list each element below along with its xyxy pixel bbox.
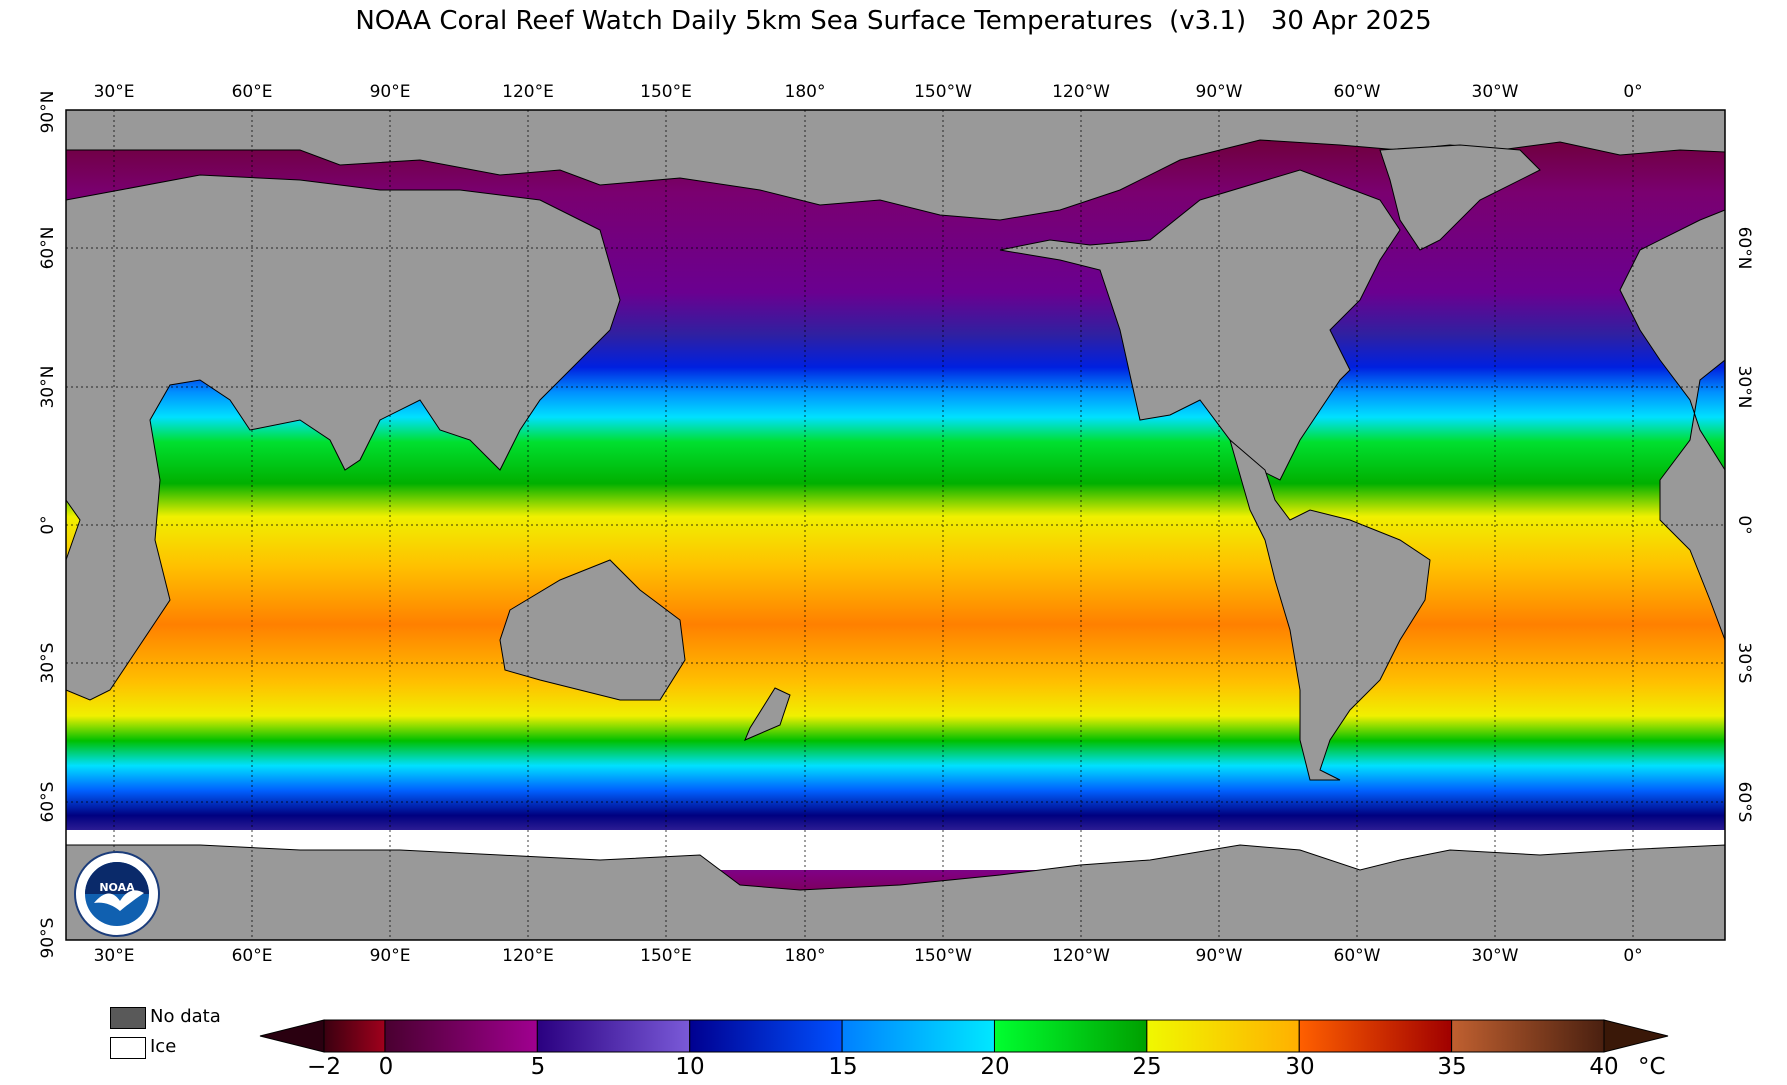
- colorbar-segment: [1146, 1019, 1300, 1053]
- lon-label-top: 150°E: [640, 82, 692, 102]
- greenland-land: [1379, 144, 1541, 251]
- lat-label-left: 60°S: [38, 781, 58, 823]
- north-america-land: [999, 169, 1401, 481]
- lat-label-right: 30°N: [1734, 365, 1754, 409]
- colorbar-segment: [993, 1019, 1148, 1053]
- noaa-logo-text: NOAA: [99, 881, 135, 894]
- lon-label-top: 180°: [784, 82, 826, 102]
- lon-label-bottom: 60°W: [1333, 946, 1381, 966]
- graticule: [66, 110, 1725, 940]
- nodata-swatch: [110, 1007, 146, 1029]
- colorbar-tick-label: 25: [1132, 1054, 1162, 1080]
- colorbar-segment: [689, 1019, 843, 1053]
- eurasia-africa-land: [65, 174, 621, 701]
- lon-label-top: 30°W: [1471, 82, 1519, 102]
- lat-label-right: 0°: [1734, 515, 1754, 535]
- lat-label-left: 90°N: [38, 90, 58, 134]
- map-title: NOAA Coral Reef Watch Daily 5km Sea Surf…: [355, 6, 1432, 36]
- lon-label-top: 120°E: [502, 82, 554, 102]
- lon-label-bottom: 90°E: [369, 946, 411, 966]
- lon-label-top: 150°W: [914, 82, 972, 102]
- lon-label-bottom: 0°: [1623, 946, 1643, 966]
- lon-label-bottom: 180°: [784, 946, 826, 966]
- colorbar-tick-label: 40: [1589, 1054, 1619, 1080]
- colorbar-tick-label: −2: [307, 1054, 341, 1080]
- colorbar-tick-label: 15: [828, 1054, 858, 1080]
- colorbar-segment: [841, 1019, 995, 1053]
- colorbar-tick-label: 0: [378, 1054, 394, 1080]
- lon-label-top: 60°E: [231, 82, 273, 102]
- colorbar-segment: [1298, 1019, 1453, 1053]
- noaa-logo: NOAA: [74, 851, 160, 937]
- lat-label-right: 60°N: [1734, 226, 1754, 270]
- colorbar-unit: °C: [1638, 1054, 1666, 1080]
- arctic-land: [65, 109, 1726, 221]
- ice-swatch: [110, 1037, 146, 1059]
- lon-label-top: 90°E: [369, 82, 411, 102]
- colorbar-tick-label: 20: [980, 1054, 1010, 1080]
- lon-label-bottom: 30°E: [93, 946, 135, 966]
- lon-label-bottom: 90°W: [1195, 946, 1243, 966]
- australia-land: [499, 559, 686, 701]
- south-america-land: [1229, 438, 1431, 781]
- lon-label-bottom: 30°W: [1471, 946, 1519, 966]
- colorbar-arrow-low: [259, 1019, 325, 1053]
- lat-label-right: 60°S: [1734, 781, 1754, 823]
- colorbar-tick-label: 35: [1437, 1054, 1467, 1080]
- lon-label-bottom: 150°E: [640, 946, 692, 966]
- lon-label-top: 90°W: [1195, 82, 1243, 102]
- lat-label-left: 30°S: [38, 642, 58, 684]
- colorbar-segment: [1451, 1019, 1605, 1053]
- colorbar: [259, 1019, 1669, 1053]
- lon-label-top: 60°W: [1333, 82, 1381, 102]
- colorbar-segment: [536, 1019, 691, 1053]
- lon-label-bottom: 120°W: [1052, 946, 1110, 966]
- ice-label: Ice: [150, 1036, 177, 1057]
- lat-label-right: 30°S: [1734, 642, 1754, 684]
- lon-label-top: 120°W: [1052, 82, 1110, 102]
- lon-label-top: 30°E: [93, 82, 135, 102]
- lat-label-left: 0°: [38, 515, 58, 535]
- colorbar-tick-label: 10: [675, 1054, 705, 1080]
- colorbar-tick-label: 5: [530, 1054, 546, 1080]
- colorbar-arrow-high: [1603, 1019, 1669, 1053]
- new-zealand-land: [744, 687, 791, 741]
- colorbar-tick-label: 30: [1285, 1054, 1315, 1080]
- lat-label-left: 30°N: [38, 365, 58, 409]
- colorbar-segment: [384, 1019, 538, 1053]
- lat-label-left: 90°S: [38, 917, 58, 959]
- lon-label-top: 0°: [1623, 82, 1643, 102]
- lon-label-bottom: 150°W: [914, 946, 972, 966]
- lat-label-left: 60°N: [38, 226, 58, 270]
- map-frame: [65, 109, 1726, 941]
- lon-label-bottom: 60°E: [231, 946, 273, 966]
- nodata-label: No data: [150, 1006, 221, 1027]
- lon-label-bottom: 120°E: [502, 946, 554, 966]
- colorbar-segment: [323, 1019, 386, 1053]
- antarctica-land: [65, 844, 1726, 941]
